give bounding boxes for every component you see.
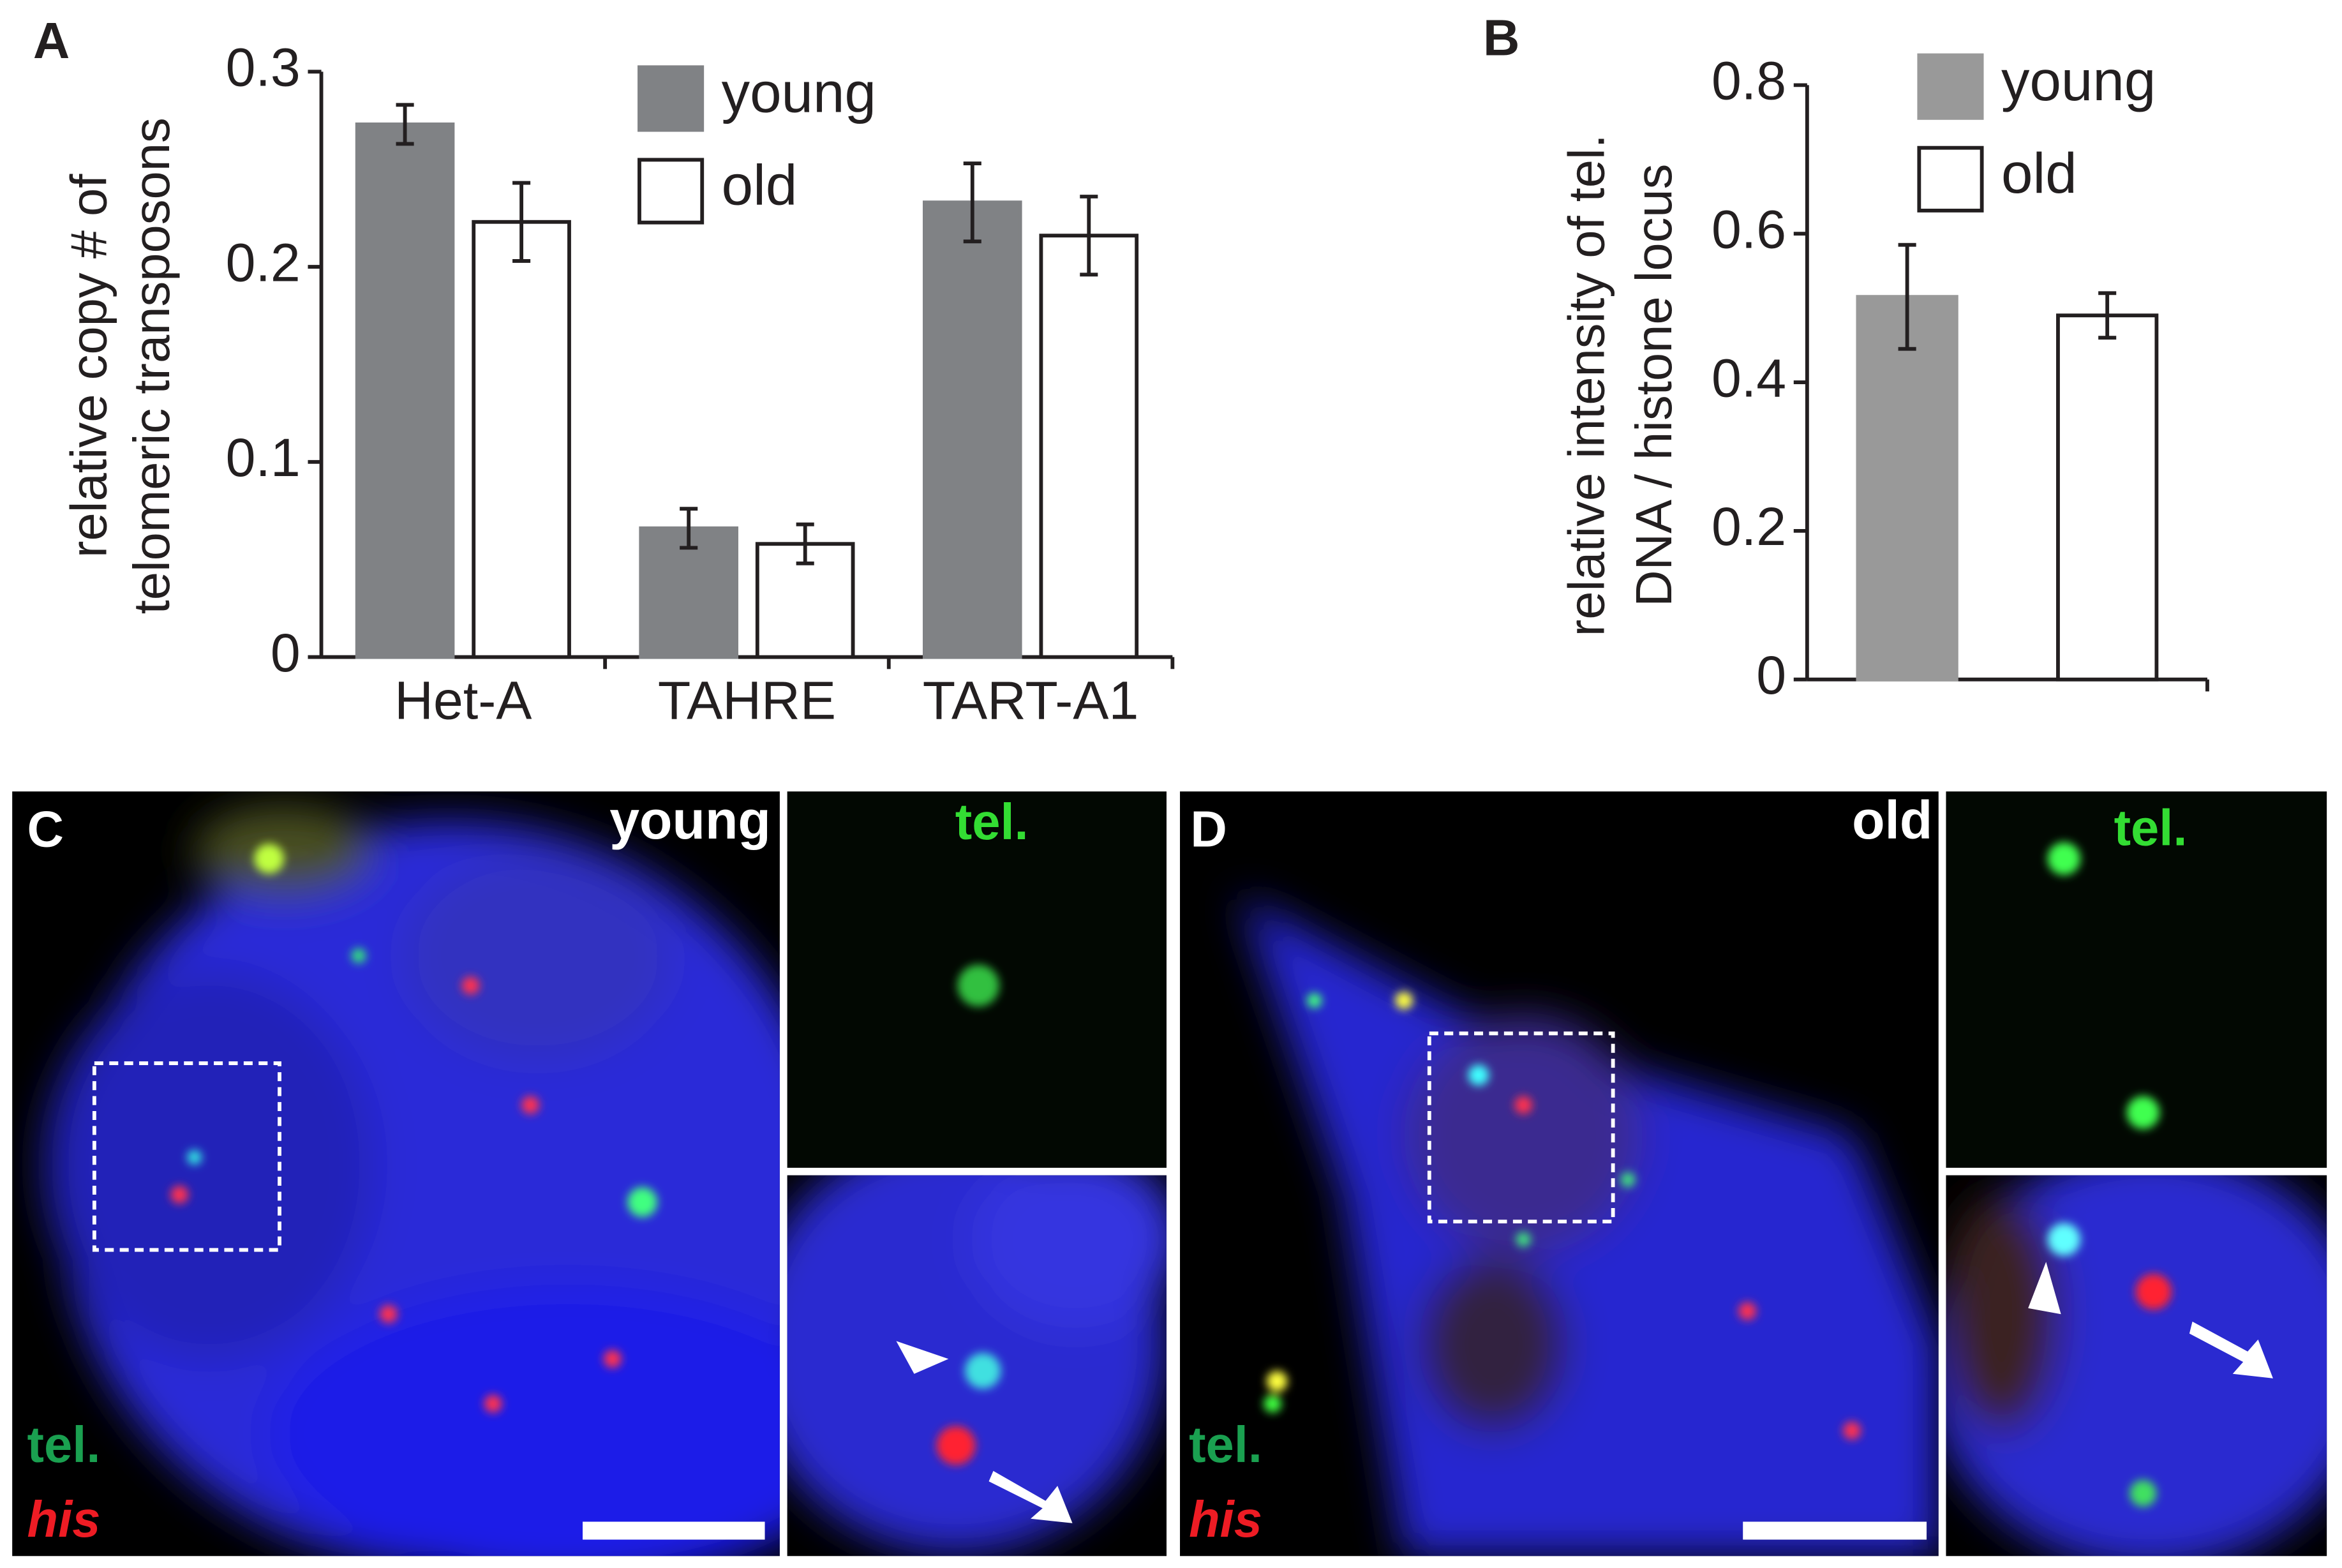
y-tick-label: 0.2	[226, 232, 301, 292]
micrograph-c	[12, 791, 780, 1557]
x-tick-label: TART-A1	[923, 671, 1139, 731]
channel-label: tel.	[27, 1416, 101, 1473]
y-axis-label: relative copy # of	[61, 174, 117, 558]
channel-label: his	[27, 1491, 101, 1548]
inset-label: tel.	[955, 793, 1029, 850]
bar	[472, 220, 571, 659]
condition-label: old	[1852, 790, 1932, 850]
bar	[355, 122, 455, 659]
panel-label: C	[27, 801, 64, 858]
inset-d-merge	[1946, 1175, 2327, 1557]
inset-c-tel	[787, 791, 1167, 1168]
channel-label: tel.	[1189, 1416, 1262, 1473]
legend-swatch	[638, 65, 705, 132]
legend-label: young	[2001, 49, 2156, 112]
inset-d-tel	[1946, 791, 2327, 1168]
condition-label: young	[609, 790, 771, 850]
y-axis-label: telomeric transposons	[123, 117, 180, 614]
channel-label: his	[1189, 1491, 1262, 1548]
legend-swatch	[1917, 146, 1984, 213]
legend-label: old	[722, 154, 798, 217]
inset-c-merge	[787, 1175, 1167, 1557]
y-tick-label: 0	[271, 623, 301, 683]
y-tick-label: 0.3	[226, 38, 301, 98]
inset-label: tel.	[2114, 799, 2188, 856]
bar	[1039, 234, 1139, 659]
bar	[1856, 295, 1958, 682]
x-tick-label: Het-A	[394, 671, 532, 731]
micrograph-d	[1180, 791, 1939, 1557]
panel-label: B	[1483, 10, 1519, 66]
legend-swatch	[638, 158, 705, 225]
panel-label: A	[33, 12, 70, 69]
legend-label: old	[2001, 142, 2077, 205]
bar	[2056, 313, 2159, 682]
y-axis-label: relative intensity of tel.	[1558, 134, 1615, 636]
legend-label: young	[722, 61, 876, 124]
legend-swatch	[1917, 53, 1984, 120]
y-tick-label: 0.2	[1712, 497, 1786, 556]
y-tick-label: 0.4	[1712, 348, 1786, 408]
y-tick-label: 0.8	[1712, 51, 1786, 111]
y-tick-label: 0	[1756, 645, 1786, 705]
y-tick-label: 0.1	[226, 428, 301, 488]
y-axis-label: DNA / histone locus	[1625, 164, 1682, 607]
x-tick-label: TAHRE	[658, 671, 836, 731]
panel-label: D	[1190, 801, 1227, 858]
y-tick-label: 0.6	[1712, 199, 1786, 259]
bar	[922, 200, 1022, 659]
